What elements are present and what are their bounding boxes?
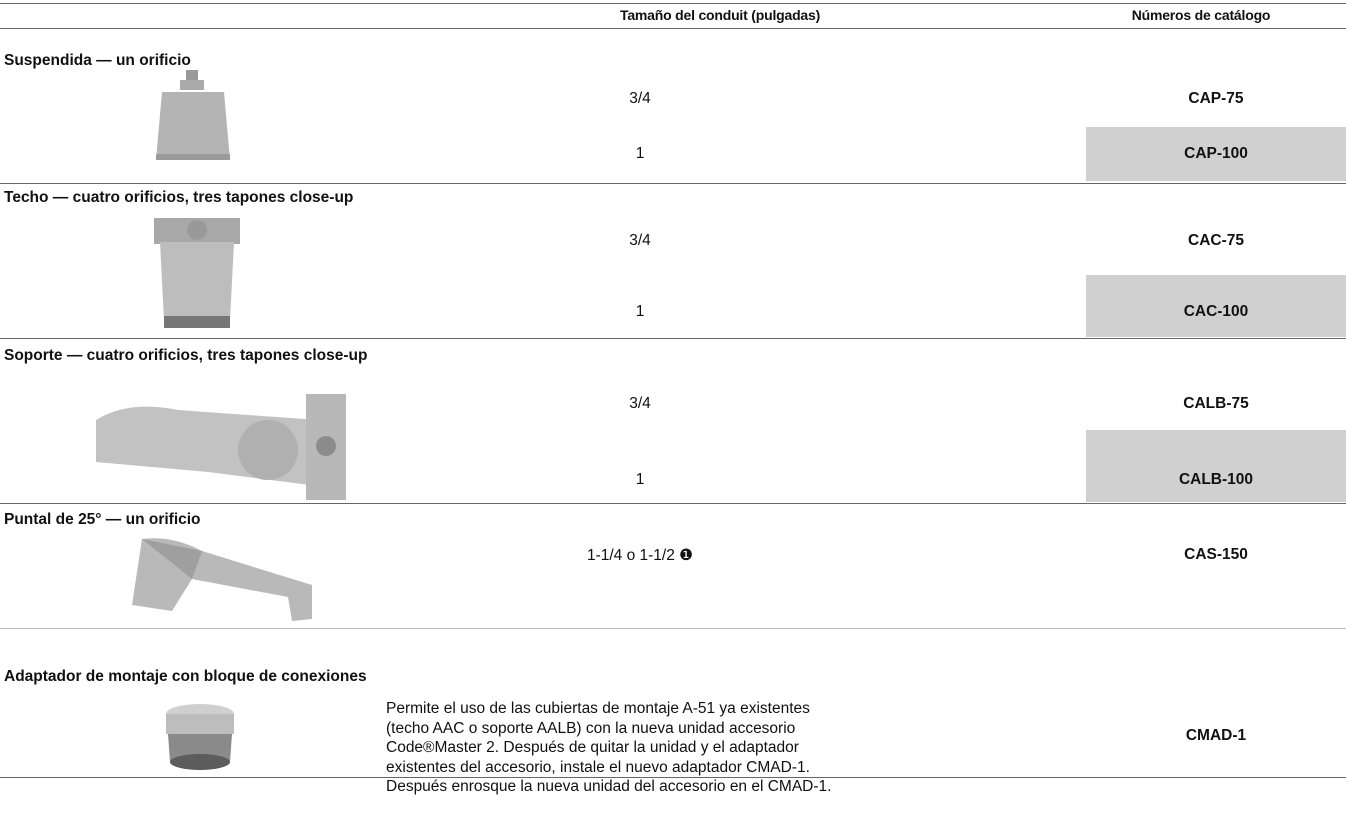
description-line: (techo AAC o soporte AALB) con la nueva … xyxy=(386,719,796,737)
description-line: Después enrosque la nueva unidad del acc… xyxy=(386,778,832,795)
description: Permite el uso de las cubiertas de monta… xyxy=(386,699,831,797)
section-title: Soporte — cuatro orificios, tres tapones… xyxy=(4,347,368,364)
rule xyxy=(0,28,1346,29)
catalog: CAC-75 xyxy=(1188,232,1244,249)
section-title: Suspendida — un orificio xyxy=(4,52,191,69)
catalog: CMAD-1 xyxy=(1185,727,1247,744)
rule xyxy=(0,338,1346,339)
catalog: CALB-75 xyxy=(1183,395,1249,412)
catalog: CAP-75 xyxy=(1188,90,1244,107)
header-catalog: Números de catálogo xyxy=(1131,7,1271,23)
rule xyxy=(0,183,1346,184)
rule xyxy=(0,3,1346,4)
catalog: CALB-100 xyxy=(1178,471,1254,488)
catalog: CAS-150 xyxy=(1184,546,1248,563)
product-image xyxy=(132,538,312,621)
size: 3/4 xyxy=(629,395,651,412)
highlight xyxy=(1086,275,1346,337)
description-line: existentes del accesorio, instale el nue… xyxy=(386,758,810,776)
section-title: Puntal de 25° — un orificio xyxy=(4,511,201,528)
product-image xyxy=(166,704,234,770)
section-title: Techo — cuatro orificios, tres tapones c… xyxy=(4,189,354,206)
rule xyxy=(0,777,1346,778)
product-image xyxy=(156,70,230,160)
size: 1 xyxy=(635,303,645,320)
size: 1-1/4 o 1-1/2 ❶ xyxy=(586,547,694,564)
section-title: Adaptador de montaje con bloque de conex… xyxy=(4,668,367,685)
highlight xyxy=(1086,430,1346,502)
description-line: Permite el uso de las cubiertas de monta… xyxy=(386,700,810,717)
size: 1 xyxy=(635,471,645,488)
size: 1 xyxy=(635,145,645,162)
catalog: CAP-100 xyxy=(1184,145,1248,162)
rule xyxy=(0,628,1346,629)
highlight xyxy=(1086,127,1346,181)
description-line: Code®Master 2. Después de quitar la unid… xyxy=(386,739,799,756)
size: 3/4 xyxy=(629,90,651,107)
product-image xyxy=(154,218,240,328)
rule xyxy=(0,503,1346,504)
header-size: Tamaño del conduit (pulgadas) xyxy=(620,7,821,23)
product-image xyxy=(96,394,346,500)
catalog: CAC-100 xyxy=(1183,303,1249,320)
size: 3/4 xyxy=(629,232,651,249)
